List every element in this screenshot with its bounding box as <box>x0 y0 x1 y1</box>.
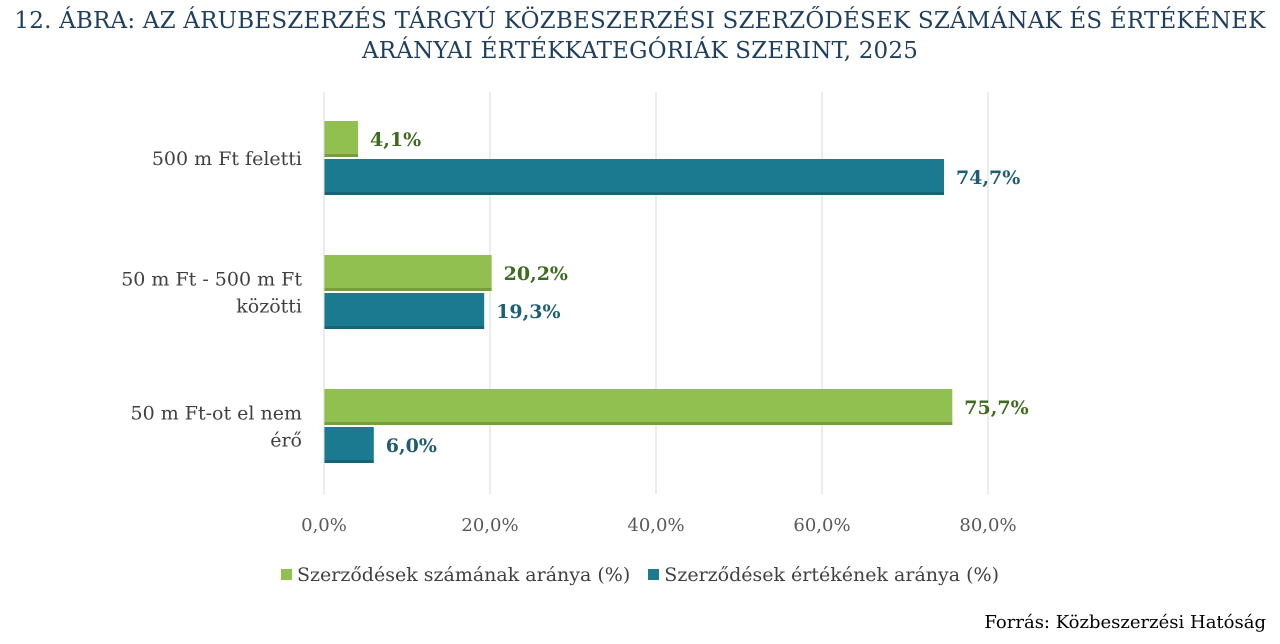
bar-shadow <box>324 460 374 463</box>
bar-value <box>324 293 485 329</box>
bar-chart: 0,0% 20,0% 40,0% 60,0% 80,0% 500 m Ft feletti… <box>121 92 1029 536</box>
legend-swatch-count <box>280 569 292 580</box>
legend-swatch-value <box>648 569 660 580</box>
x-tick-label: 60,0% <box>793 515 850 536</box>
bar-shadow <box>324 326 485 329</box>
bar-shadow <box>324 154 359 157</box>
chart-title-line-1: 12. ÁBRA: AZ ÁRUBESZERZÉS TÁRGYÚ KÖZBESZ… <box>14 8 1266 34</box>
category-label: 50 m Ft - 500 m Ft <box>121 269 302 291</box>
x-tick-label: 40,0% <box>627 515 684 536</box>
category-label: érő <box>270 430 302 452</box>
category-label: 500 m Ft feletti <box>152 148 302 170</box>
data-label: 20,2% <box>504 263 568 285</box>
data-label: 75,7% <box>964 397 1028 419</box>
bar-count <box>324 121 359 157</box>
bar-value <box>324 159 945 195</box>
chart-title-line-2: ARÁNYAI ÉRTÉKKATEGÓRIÁK SZERINT, 2025 <box>361 38 919 64</box>
legend-item-value: Szerződések értékének aránya (%) <box>648 564 999 586</box>
data-label: 4,1% <box>370 129 421 151</box>
data-label: 19,3% <box>496 301 560 323</box>
legend-label-value: Szerződések értékének aránya (%) <box>664 564 1000 586</box>
legend-item-count: Szerződések számának aránya (%) <box>280 564 631 586</box>
category-label: 50 m Ft-ot el nem <box>131 403 302 425</box>
bar-shadow <box>324 192 945 195</box>
bar-value <box>324 427 374 463</box>
bar-shadow <box>324 288 492 291</box>
x-tick-label: 20,0% <box>461 515 518 536</box>
bar-count <box>324 255 492 291</box>
category-label: közötti <box>236 296 302 318</box>
bar-count <box>324 389 953 425</box>
bar-shadow <box>324 422 953 425</box>
legend: Szerződések számának aránya (%) Szerződé… <box>0 564 1280 586</box>
data-label: 74,7% <box>956 167 1020 189</box>
x-tick-label: 0,0% <box>301 515 347 536</box>
source-note: Forrás: Közbeszerzési Hatóság <box>984 612 1266 633</box>
x-tick-label: 80,0% <box>959 515 1016 536</box>
data-label: 6,0% <box>386 435 437 457</box>
legend-label-count: Szerződések számának aránya (%) <box>296 564 631 586</box>
chart-title: 12. ÁBRA: AZ ÁRUBESZERZÉS TÁRGYÚ KÖZBESZ… <box>0 6 1280 66</box>
